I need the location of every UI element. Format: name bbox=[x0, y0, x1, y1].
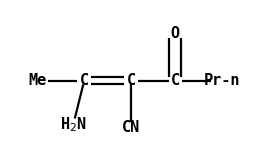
Text: C: C bbox=[127, 73, 136, 88]
Text: Me: Me bbox=[28, 73, 46, 88]
Text: C: C bbox=[80, 73, 89, 88]
Text: Pr-n: Pr-n bbox=[204, 73, 240, 88]
Text: H$_2$N: H$_2$N bbox=[60, 115, 86, 134]
Text: O: O bbox=[171, 26, 180, 41]
Text: C: C bbox=[171, 73, 180, 88]
Text: CN: CN bbox=[122, 120, 140, 135]
